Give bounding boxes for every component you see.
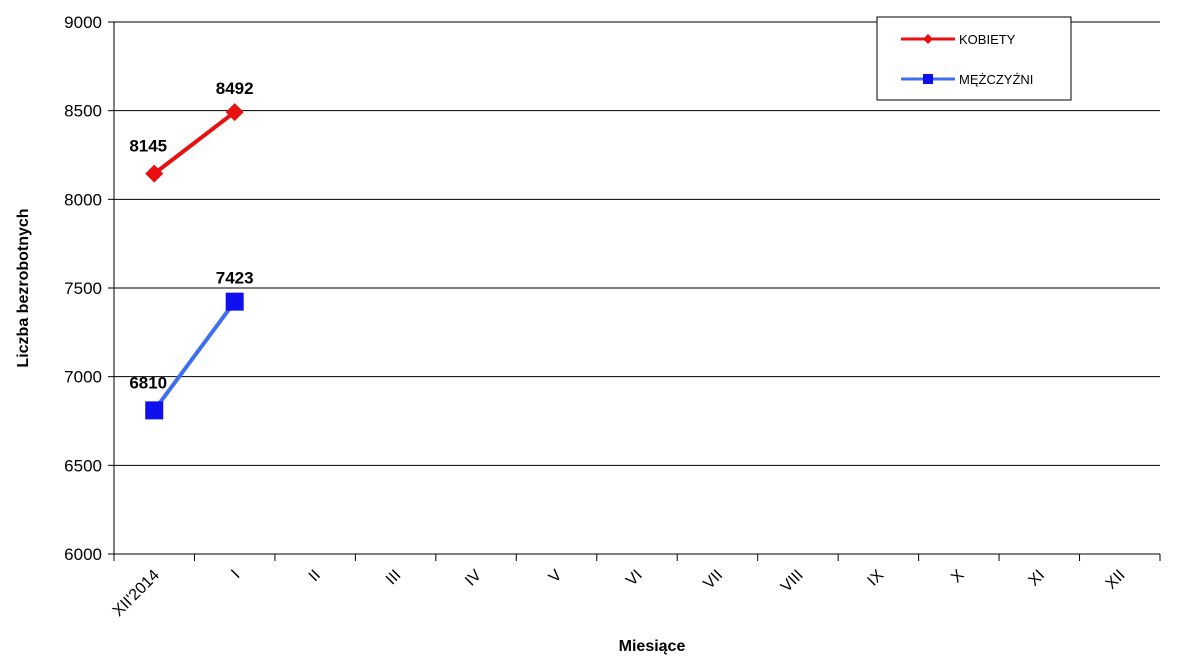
y-tick-label: 8500 [64,102,102,121]
y-tick-label: 7500 [64,279,102,298]
legend-label-mezczyzni: MĘŻCZYŹNI [959,72,1033,87]
x-tick-label: II [306,567,324,585]
data-labels: 8145 8492 6810 7423 [129,79,253,392]
y-tick-label: 6000 [64,545,102,564]
series-group [145,103,244,420]
data-label: 7423 [216,269,254,288]
legend-box [876,16,1072,101]
y-tick-label: 9000 [64,13,102,32]
axes [108,21,1161,561]
x-tick-label: X [948,567,968,587]
x-tick-label: VII [700,567,726,593]
x-tick-label: III [383,567,404,588]
x-tick-label: XI [1025,567,1048,590]
gridlines [114,21,1160,466]
data-label: 8145 [129,137,167,156]
x-axis-title: Miesiące [619,638,686,655]
data-point [225,292,244,311]
legend-marker-mezczyzni [923,74,933,84]
data-label: 8492 [216,79,254,98]
legend-marker-kobiety [923,34,933,44]
y-tick-label: 7000 [64,368,102,387]
data-point [145,401,164,420]
x-tick-label: IX [864,567,887,590]
x-tick-label: VI [623,567,646,590]
data-point [225,103,244,122]
data-point [145,164,164,183]
legend: KOBIETY MĘŻCZYŹNI [876,16,1072,101]
x-tick-label: V [546,567,566,587]
y-tick-label: 6500 [64,456,102,475]
x-tick-label: VIII [778,567,807,596]
x-tick-label: XII [1103,567,1129,593]
legend-label-kobiety: KOBIETY [959,32,1016,47]
data-label: 6810 [129,373,167,392]
series-line-0 [153,110,236,176]
x-tick-label: I [228,567,243,582]
y-axis-title: Liczba bezrobotnych [15,208,32,367]
y-tick-label: 8000 [64,190,102,209]
x-tick-label: IV [462,567,485,590]
x-tick-labels: XII'2014 I II III IV V VI VII VIII IX X XI XII [110,567,1129,620]
y-tick-labels: 6000 6500 7000 7500 8000 8500 9000 [64,13,102,564]
x-tick-label: XII'2014 [110,567,163,620]
series-line-1 [152,300,237,412]
